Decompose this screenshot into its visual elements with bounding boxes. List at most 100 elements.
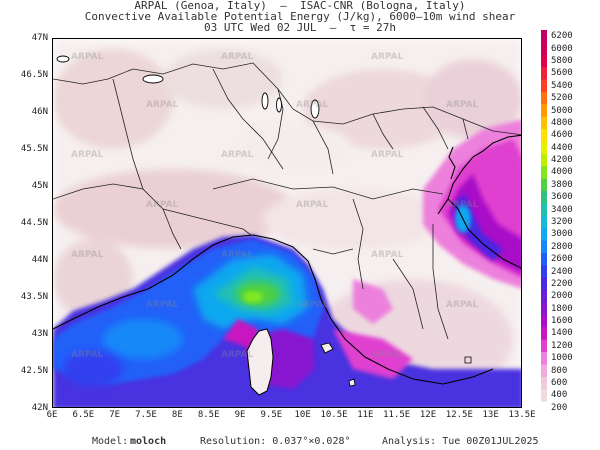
colorbar-swatch <box>541 314 547 328</box>
coastlines <box>53 134 521 385</box>
longitude-tick-label: 7E <box>109 410 121 420</box>
country-borders <box>53 62 521 340</box>
watermark-text: ARPAL <box>221 250 254 260</box>
colorbar-swatch <box>541 141 547 155</box>
longitude-tick-label: 9.5E <box>260 410 283 420</box>
colorbar-swatch <box>541 252 547 266</box>
watermark-text: ARPAL <box>221 350 254 360</box>
colorbar-swatch <box>541 203 547 217</box>
colorbar-level-label: 1400 <box>551 328 573 339</box>
colorbar-swatch <box>541 30 547 43</box>
colorbar-swatch <box>541 191 547 204</box>
colorbar-level-label: 3600 <box>551 192 573 203</box>
colorbar-swatch <box>541 339 547 353</box>
map-title: ARPAL (Genoa, Italy) – ISAC-CNR (Bologna… <box>0 0 600 33</box>
longitude-tick-label: 11E <box>357 410 374 420</box>
watermark-text: ARPAL <box>71 150 104 160</box>
colorbar-swatch <box>541 116 547 130</box>
longitude-tick-label: 12E <box>419 410 437 420</box>
latitude-tick-label: 47N <box>31 33 48 43</box>
elba-island <box>320 342 334 354</box>
resolution-text: Resolution: 0.037°×0.028° <box>200 436 351 447</box>
longitude-tick-label: 13.5E <box>508 410 536 420</box>
watermark-text: ARPAL <box>446 200 479 210</box>
colorbar-swatch <box>541 265 547 279</box>
sea-cape-field <box>53 235 521 407</box>
watermark-text: ARPAL <box>371 150 404 160</box>
corsica-island <box>246 328 274 396</box>
longitude-tick-label: 9E <box>234 410 246 420</box>
watermark-text: ARPAL <box>371 52 404 62</box>
cape-colorbar <box>541 30 547 414</box>
colorbar-level-label: 5800 <box>551 55 573 66</box>
colorbar-level-label: 2400 <box>551 266 573 277</box>
latitude-tick-label: 46.5N <box>20 70 48 80</box>
latitude-tick-label: 44.5N <box>20 218 48 228</box>
latitude-tick-label: 46N <box>31 107 48 117</box>
latitude-tick-label: 43N <box>31 329 48 339</box>
small-island <box>464 356 472 364</box>
colorbar-level-label: 4400 <box>551 142 573 153</box>
watermark-text: ARPAL <box>221 150 254 160</box>
colorbar-level-label: 5000 <box>551 105 573 116</box>
colorbar-level-label: 6000 <box>551 43 573 54</box>
colorbar-level-label: 2200 <box>551 278 573 289</box>
latitude-tick-label: 42.5N <box>20 366 48 376</box>
watermark-text: ARPAL <box>71 52 104 62</box>
colorbar-level-label: 1000 <box>551 353 573 364</box>
colorbar-swatch <box>541 67 547 81</box>
colorbar-swatch <box>541 178 547 192</box>
colorbar-level-label: 2600 <box>551 254 573 265</box>
colorbar-level-label: 400 <box>551 390 568 401</box>
latitude-tick-label: 43.5N <box>20 292 48 302</box>
lakes <box>56 55 320 119</box>
colorbar-swatch <box>541 376 547 390</box>
colorbar-swatch <box>541 277 547 291</box>
colorbar-level-label: 5200 <box>551 93 573 104</box>
longitude-tick-label: 6.5E <box>72 410 95 420</box>
colorbar-level-label: 1600 <box>551 316 573 327</box>
latitude-tick-label: 44N <box>31 255 48 265</box>
model-value: moloch <box>130 436 167 447</box>
watermark-text: ARPAL <box>296 100 329 110</box>
longitude-tick-label: 13E <box>482 410 499 420</box>
colorbar-swatch <box>541 401 547 414</box>
colorbar-level-label: 5400 <box>551 80 573 91</box>
colorbar-level-label: 2000 <box>551 291 573 302</box>
watermarks: ARPAL ARPAL ARPAL ARPAL ARPAL ARPAL ARPA… <box>71 52 479 360</box>
colorbar-swatch <box>541 215 547 229</box>
colorbar-swatch <box>541 240 547 254</box>
longitude-tick-label: 10E <box>294 410 311 420</box>
colorbar-level-label: 4000 <box>551 167 573 178</box>
watermark-text: ARPAL <box>446 100 479 110</box>
colorbar-level-label: 2800 <box>551 241 573 252</box>
longitude-tick-label: 11.5E <box>383 410 411 420</box>
colorbar-swatch <box>541 166 547 180</box>
watermark-text: ARPAL <box>146 200 179 210</box>
watermark-text: ARPAL <box>371 250 404 260</box>
title-line-3: 03 UTC Wed 02 JUL – τ = 27h <box>203 21 397 34</box>
title-line-2: Convective Available Potential Energy (J… <box>84 10 516 23</box>
colorbar-level-label: 3200 <box>551 217 573 227</box>
colorbar-level-label: 4600 <box>551 130 573 141</box>
colorbar-level-label: 800 <box>551 365 568 376</box>
colorbar-swatch <box>541 302 547 316</box>
colorbar-swatch <box>541 389 547 403</box>
colorbar-level-label: 600 <box>551 378 568 389</box>
colorbar-swatch <box>541 42 547 56</box>
map-panel: ARPAL ARPAL ARPAL ARPAL ARPAL ARPAL ARPA… <box>52 38 522 408</box>
colorbar-level-label: 3000 <box>551 229 573 240</box>
watermark-text: ARPAL <box>371 350 404 360</box>
watermark-text: ARPAL <box>221 52 254 62</box>
longitude-tick-label: 10.5E <box>320 410 348 420</box>
longitude-tick-label: 7.5E <box>135 410 157 420</box>
colorbar-level-label: 5600 <box>551 68 573 79</box>
cape-field-map: ARPAL ARPAL ARPAL ARPAL ARPAL ARPAL ARPA… <box>53 39 521 407</box>
longitude-tick-label: 6E <box>46 410 58 420</box>
colorbar-level-label: 200 <box>551 402 568 413</box>
colorbar-level-label: 3800 <box>551 179 573 190</box>
colorbar-swatch <box>541 91 547 105</box>
colorbar-swatch <box>541 153 547 167</box>
colorbar-swatch <box>541 290 547 304</box>
colorbar-swatch <box>541 228 547 242</box>
